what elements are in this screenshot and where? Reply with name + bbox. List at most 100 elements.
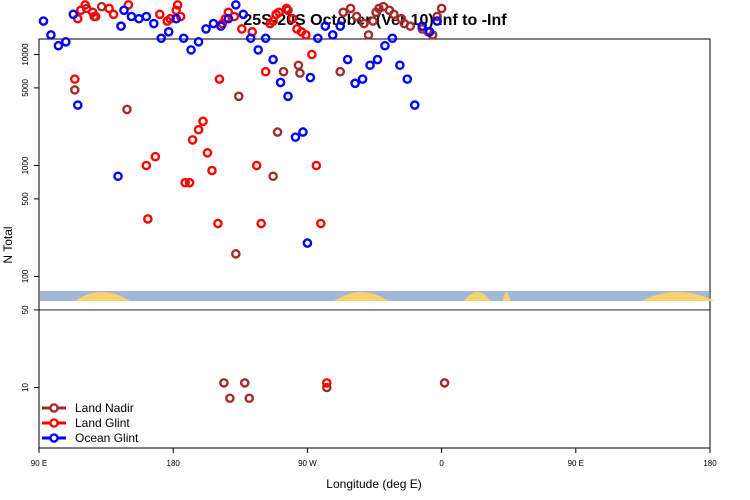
plot-frame xyxy=(38,38,711,449)
data-point-land-glint xyxy=(274,7,284,18)
data-point-land-glint xyxy=(154,9,165,20)
data-point-land-nadir xyxy=(295,68,305,78)
y-axis-title: N Total xyxy=(1,226,15,263)
data-point-land-glint xyxy=(311,160,322,171)
data-point-land-glint xyxy=(90,11,101,22)
legend-marker xyxy=(49,403,59,413)
plot-area: 10 50 100 500 1000 5000 10000 90 E 180 90 W 0 90 E 1… xyxy=(21,0,717,468)
data-point-ocean-glint xyxy=(171,13,181,24)
data-point-ocean-glint xyxy=(149,18,159,29)
data-point-land-glint xyxy=(184,177,195,188)
data-point-ocean-glint xyxy=(417,21,428,31)
data-point-ocean-glint xyxy=(126,11,137,22)
data-point-ocean-glint xyxy=(141,11,152,22)
data-point-land-glint xyxy=(123,0,134,10)
y-tick-label: 5000 xyxy=(21,78,30,96)
data-point-ocean-glint xyxy=(231,0,241,10)
data-point-land-nadir xyxy=(389,9,399,20)
data-point-ocean-glint xyxy=(372,54,383,65)
data-point-ocean-glint xyxy=(119,5,129,16)
x-tick-label: 0 xyxy=(439,459,444,468)
data-point-land-glint xyxy=(321,378,332,388)
data-point-land-glint xyxy=(193,124,204,135)
data-point-land-glint xyxy=(207,165,217,176)
data-point-ocean-glint xyxy=(53,40,64,51)
data-point-land-nadir xyxy=(272,127,283,137)
data-point-land-glint xyxy=(143,214,153,224)
x-tick-label: 90 W xyxy=(298,459,317,468)
data-point-ocean-glint xyxy=(208,18,219,29)
data-point-ocean-glint xyxy=(68,9,79,20)
data-point-land-nadir xyxy=(96,1,107,12)
data-point-land-nadir xyxy=(432,11,442,22)
data-point-ocean-glint xyxy=(46,30,56,40)
data-point-ocean-glint xyxy=(298,127,308,137)
data-point-land-nadir xyxy=(244,393,255,404)
data-point-land-nadir xyxy=(363,30,374,40)
data-point-ocean-glint xyxy=(260,33,271,44)
x-tick-label: 180 xyxy=(167,459,181,468)
legend-marker xyxy=(49,433,59,443)
data-point-ocean-glint xyxy=(156,33,167,44)
x-tick-label: 90 E xyxy=(568,459,584,468)
data-point-land-glint xyxy=(236,24,247,34)
data-point-land-glint xyxy=(80,0,91,10)
land-band-segment xyxy=(463,292,491,301)
land-band-segment xyxy=(74,292,130,301)
data-point-land-nadir xyxy=(436,3,447,14)
data-point-land-glint xyxy=(150,151,161,162)
data-point-land-glint xyxy=(316,218,326,229)
data-point-land-glint xyxy=(69,74,80,84)
data-point-land-glint xyxy=(214,74,225,84)
data-point-ocean-glint xyxy=(178,33,189,44)
land-band-segment xyxy=(502,292,511,301)
data-point-ocean-glint xyxy=(409,100,420,110)
y-tick-label: 10 xyxy=(21,383,30,392)
data-point-land-glint xyxy=(171,5,181,16)
data-point-land-glint xyxy=(287,13,298,24)
data-point-land-glint xyxy=(180,177,190,188)
data-point-ocean-glint xyxy=(275,77,286,88)
data-point-land-glint xyxy=(104,3,114,14)
data-point-ocean-glint xyxy=(305,72,316,83)
data-point-ocean-glint xyxy=(320,21,331,31)
data-point-land-glint xyxy=(301,30,311,40)
data-point-ocean-glint xyxy=(380,40,390,51)
data-point-ocean-glint xyxy=(201,24,211,34)
data-point-land-nadir xyxy=(345,3,356,14)
data-point-ocean-glint xyxy=(283,91,293,102)
data-point-ocean-glint xyxy=(350,78,360,89)
data-point-land-glint xyxy=(187,135,198,145)
data-point-land-glint xyxy=(165,13,176,24)
data-point-ocean-glint xyxy=(238,9,249,20)
data-point-ocean-glint xyxy=(357,74,368,84)
data-point-land-glint xyxy=(108,9,119,20)
data-point-ocean-glint xyxy=(335,21,346,31)
data-point-ocean-glint xyxy=(387,33,398,44)
data-point-land-glint xyxy=(172,0,183,10)
legend-label: Land Nadir xyxy=(75,401,134,415)
data-point-land-nadir xyxy=(405,21,416,31)
y-tick-label: 500 xyxy=(21,192,30,206)
data-point-land-nadir xyxy=(234,91,244,102)
land-band-segment xyxy=(334,292,388,301)
data-point-ocean-glint xyxy=(302,238,313,248)
x-tick-label: 90 E xyxy=(31,459,47,468)
data-point-land-nadir xyxy=(374,3,384,14)
data-point-ocean-glint xyxy=(216,21,226,31)
data-point-land-nadir xyxy=(338,7,348,18)
data-point-ocean-glint xyxy=(61,37,71,47)
data-point-ocean-glint xyxy=(72,100,83,110)
data-point-land-nadir xyxy=(69,85,80,95)
y-tick-label: 100 xyxy=(21,269,30,283)
data-point-land-nadir xyxy=(239,378,250,388)
data-point-land-glint xyxy=(281,3,292,14)
data-point-land-nadir xyxy=(351,11,362,22)
data-point-ocean-glint xyxy=(253,45,263,55)
data-point-land-nadir xyxy=(225,393,235,404)
data-point-ocean-glint xyxy=(402,74,413,84)
data-point-ocean-glint xyxy=(365,60,375,71)
data-point-ocean-glint xyxy=(193,37,204,47)
data-point-ocean-glint xyxy=(38,16,49,26)
